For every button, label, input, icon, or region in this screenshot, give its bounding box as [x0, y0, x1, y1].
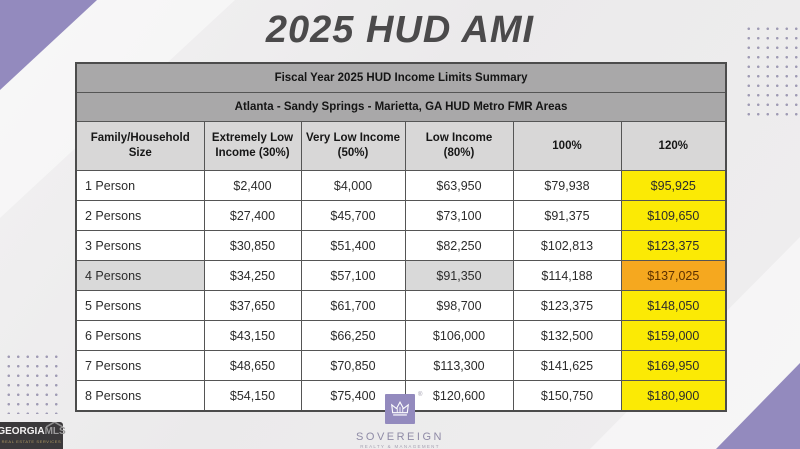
column-header-very-low: Very Low Income (50%): [300, 121, 406, 171]
table-cell: $120,600: [404, 380, 514, 412]
table-cell: $91,350: [404, 260, 514, 291]
table-cell: $98,700: [404, 290, 514, 321]
georgia-mls-logo: GEORGIA MLS REAL ESTATE SERVICES: [0, 422, 66, 449]
table-cell: $73,100: [404, 200, 514, 231]
row-label: 7 Persons: [75, 350, 205, 381]
sovereign-logo: SOVEREIGN REALTY & MANAGEMENT: [0, 394, 800, 449]
table-cell: $123,375: [512, 290, 622, 321]
row-label: 3 Persons: [75, 230, 205, 261]
column-header-family-size: Family/Household Size: [75, 121, 205, 171]
column-header-extremely-low: Extremely Low Income (30%): [203, 121, 302, 171]
table-cell: $123,375: [620, 230, 727, 261]
table-cell: $148,050: [620, 290, 727, 321]
column-header-120: 120%: [620, 121, 727, 171]
row-label: 4 Persons: [75, 260, 205, 291]
table-cell: $109,650: [620, 200, 727, 231]
georgia-mls-text-mls: MLS: [45, 422, 66, 437]
table-cell: $106,000: [404, 320, 514, 351]
table-cell: $82,250: [404, 230, 514, 261]
table-cell: $57,100: [300, 260, 406, 291]
row-label: 8 Persons: [75, 380, 205, 412]
georgia-mls-wordmark: GEORGIA MLS: [0, 422, 66, 437]
page-title: 2025 HUD AMI: [265, 9, 535, 51]
income-table-body: 1 Person $2,400 $4,000 $63,950 $79,938 $95,92…: [75, 170, 727, 412]
table-row: 7 Persons $48,650 $70,850 $113,300 $141,625 $…: [75, 350, 727, 381]
sovereign-tagline: REALTY & MANAGEMENT: [360, 444, 440, 449]
income-table-container: Fiscal Year 2025 HUD Income Limits Summa…: [75, 62, 728, 412]
row-label: 2 Persons: [75, 200, 205, 231]
table-cell: $102,813: [512, 230, 622, 261]
corner-triangle-top-left-icon: [0, 0, 97, 90]
table-cell: $66,250: [300, 320, 406, 351]
row-label: 5 Persons: [75, 290, 205, 321]
table-cell: $45,700: [300, 200, 406, 231]
table-cell: $70,850: [300, 350, 406, 381]
table-cell: $2,400: [203, 170, 302, 201]
table-cell: $48,650: [203, 350, 302, 381]
table-title: Fiscal Year 2025 HUD Income Limits Summa…: [75, 62, 727, 93]
column-header-low: Low Income (80%): [404, 121, 514, 171]
column-header-row: Family/Household Size Extremely Low Inco…: [75, 121, 727, 171]
crown-icon: [385, 394, 415, 424]
table-cell: $95,925: [620, 170, 727, 201]
table-row: 2 Persons $27,400 $45,700 $73,100 $91,375 $10…: [75, 200, 727, 231]
income-limits-table: Fiscal Year 2025 HUD Income Limits Summa…: [75, 62, 728, 412]
table-cell: $30,850: [203, 230, 302, 261]
table-cell: $141,625: [512, 350, 622, 381]
dot-grid-bottom-left-icon: [4, 352, 60, 414]
dot-grid-top-right-icon: [744, 24, 800, 121]
table-cell: $54,150: [203, 380, 302, 412]
table-cell: $180,900: [620, 380, 727, 412]
table-cell: $169,950: [620, 350, 727, 381]
georgia-mls-tagline: REAL ESTATE SERVICES: [1, 439, 62, 444]
roof-icon: [45, 422, 63, 427]
table-cell: $27,400: [203, 200, 302, 231]
table-row: 8 Persons $54,150 $75,400 $120,600 $150,750 $…: [75, 380, 727, 412]
table-cell: $43,150: [203, 320, 302, 351]
table-cell: $61,700: [300, 290, 406, 321]
table-area-title: Atlanta - Sandy Springs - Marietta, GA H…: [75, 92, 727, 122]
corner-triangle-bottom-right-icon: [716, 363, 800, 449]
table-area-band: Atlanta - Sandy Springs - Marietta, GA H…: [75, 92, 727, 122]
registered-mark: ®: [418, 392, 423, 398]
georgia-mls-text-georgia: GEORGIA: [0, 426, 45, 437]
table-cell: $51,400: [300, 230, 406, 261]
table-cell: $79,938: [512, 170, 622, 201]
row-label: 1 Person: [75, 170, 205, 201]
table-row: 6 Persons $43,150 $66,250 $106,000 $132,500 $…: [75, 320, 727, 351]
table-cell: $63,950: [404, 170, 514, 201]
row-label: 6 Persons: [75, 320, 205, 351]
table-row: 3 Persons $30,850 $51,400 $82,250 $102,813 $1…: [75, 230, 727, 261]
table-cell: $132,500: [512, 320, 622, 351]
table-cell: $4,000: [300, 170, 406, 201]
table-cell: $113,300: [404, 350, 514, 381]
table-cell: $159,000: [620, 320, 727, 351]
table-cell: $137,025: [620, 260, 727, 291]
table-cell: $91,375: [512, 200, 622, 231]
table-row: 1 Person $2,400 $4,000 $63,950 $79,938 $95,92…: [75, 170, 727, 201]
table-row: 5 Persons $37,650 $61,700 $98,700 $123,375 $1…: [75, 290, 727, 321]
table-cell: $150,750: [512, 380, 622, 412]
table-row: 4 Persons $34,250 $57,100 $91,350 $114,188 $1…: [75, 260, 727, 291]
table-title-band: Fiscal Year 2025 HUD Income Limits Summa…: [75, 62, 727, 93]
sovereign-name: SOVEREIGN: [356, 431, 444, 443]
column-header-100: 100%: [512, 121, 622, 171]
table-cell: $37,650: [203, 290, 302, 321]
table-cell: $114,188: [512, 260, 622, 291]
table-cell: $34,250: [203, 260, 302, 291]
